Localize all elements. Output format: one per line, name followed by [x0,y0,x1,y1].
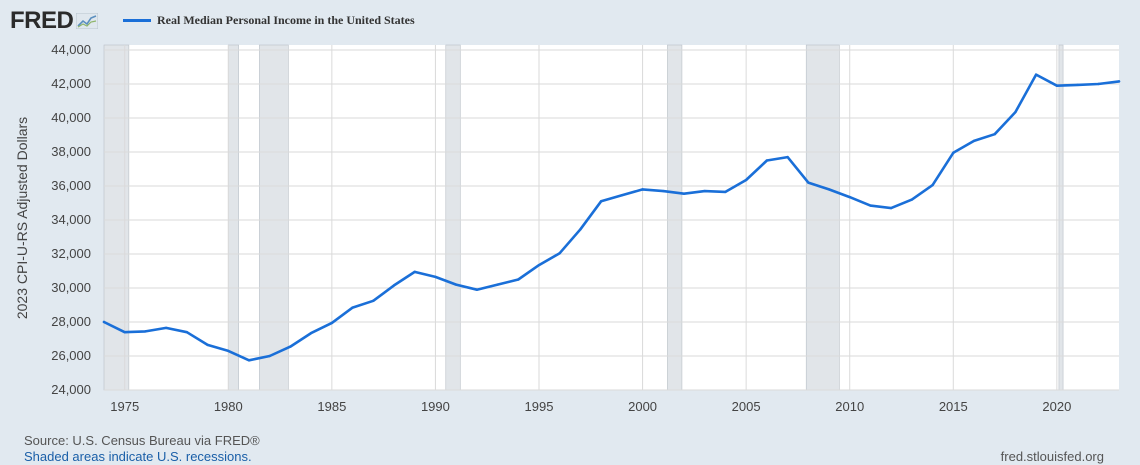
recession-band [445,44,461,391]
data-point[interactable] [807,181,810,184]
y-tick-label: 32,000 [51,246,91,261]
data-point[interactable] [786,155,789,159]
line-chart: 24,000 26,000 28,000 30,000 32,000 34,000 36,0… [14,42,1121,414]
data-point[interactable] [1097,82,1100,86]
data-point[interactable] [496,283,499,286]
data-point[interactable] [620,194,624,197]
data-point[interactable] [372,299,375,302]
plot-area [104,45,1119,390]
data-point[interactable] [1034,73,1038,76]
data-point[interactable] [579,228,582,231]
data-point[interactable] [268,354,271,358]
legend-swatch [123,19,151,22]
chart-line-icon [76,13,99,29]
data-point[interactable] [102,320,106,324]
y-tick-label: 26,000 [51,348,91,363]
data-point[interactable] [434,275,437,279]
x-tick-label: 1985 [317,399,346,414]
y-tick-label: 36,000 [51,178,91,193]
fred-logo[interactable]: FRED [10,7,99,35]
data-point[interactable] [330,321,334,325]
x-tick-label: 2010 [835,399,864,414]
y-tick-label: 42,000 [51,76,91,91]
data-point[interactable] [206,343,209,347]
chart-legend: Real Median Personal Income in the Unite… [123,13,415,28]
data-point[interactable] [889,206,893,210]
x-tick-label: 2005 [732,399,761,414]
data-point[interactable] [392,284,396,287]
y-tick-label: 30,000 [51,280,91,295]
recession-band [1058,44,1064,391]
data-point[interactable] [952,151,955,155]
data-point[interactable] [475,288,479,291]
data-point[interactable] [247,359,251,362]
data-point[interactable] [227,349,230,353]
x-tick-label: 2015 [939,399,968,414]
data-point[interactable] [869,204,872,207]
recession-band [259,44,289,391]
data-point[interactable] [910,198,914,201]
data-point[interactable] [1055,84,1059,87]
data-point[interactable] [599,200,603,203]
recession-band [227,44,239,391]
data-point[interactable] [827,188,831,191]
data-point[interactable] [537,263,541,267]
data-point[interactable] [558,251,561,255]
data-point[interactable] [289,345,292,348]
x-tick-label: 2000 [628,399,657,414]
y-tick-label: 34,000 [51,212,91,227]
data-point[interactable] [164,326,168,330]
data-point[interactable] [309,331,313,335]
y-tick-label: 28,000 [51,314,91,329]
source-note: Source: U.S. Census Bureau via FRED® [24,433,260,448]
data-point[interactable] [972,139,976,143]
legend-label: Real Median Personal Income in the Unite… [157,13,415,27]
y-tick-label: 24,000 [51,382,91,397]
series-line [102,73,1121,362]
data-point[interactable] [1076,83,1079,87]
data-point[interactable] [517,278,520,281]
data-point[interactable] [931,183,934,187]
recession-band [805,44,840,391]
data-point[interactable] [765,159,769,162]
data-point[interactable] [744,178,748,182]
data-point[interactable] [123,331,126,334]
data-point[interactable] [848,195,851,199]
data-point[interactable] [682,192,686,195]
data-point[interactable] [993,132,996,136]
data-point[interactable] [144,330,147,333]
data-point[interactable] [454,283,458,286]
data-point[interactable] [662,189,665,193]
data-point[interactable] [703,189,706,193]
data-point[interactable] [1014,110,1017,114]
y-axis-title: 2023 CPI-U-RS Adjusted Dollars [14,117,30,319]
x-tick-label: 2020 [1042,399,1071,414]
x-tick-label: 1995 [525,399,554,414]
data-point[interactable] [1117,80,1121,83]
y-tick-label: 40,000 [51,110,91,125]
recession-note[interactable]: Shaded areas indicate U.S. recessions. [24,449,252,464]
y-tick-label: 44,000 [51,42,91,57]
data-point[interactable] [351,306,354,309]
x-tick-label: 1980 [214,399,243,414]
site-url[interactable]: fred.stlouisfed.org [1000,449,1104,464]
chart-header: FRED Real Median Personal Income in the … [10,6,1130,36]
data-point[interactable] [724,190,727,194]
data-point[interactable] [413,270,416,274]
data-point[interactable] [185,331,189,334]
x-tick-label: 1975 [110,399,139,414]
recession-band [667,44,683,391]
y-tick-label: 38,000 [51,144,91,159]
x-tick-label: 1990 [421,399,450,414]
logo-text: FRED [10,7,74,34]
data-point[interactable] [641,188,644,191]
